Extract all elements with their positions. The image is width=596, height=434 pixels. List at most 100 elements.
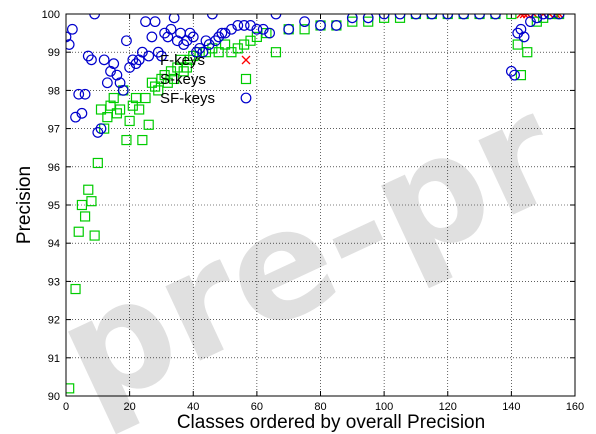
- point-s-keys: [83, 184, 94, 195]
- point-sf-keys: [331, 20, 342, 31]
- y-tick-label: 99: [48, 47, 60, 59]
- y-tick-label: 92: [48, 315, 60, 327]
- point-s-keys: [245, 35, 256, 46]
- point-sf-keys: [525, 16, 536, 28]
- point-f-keys: [519, 14, 529, 19]
- point-s-keys: [165, 66, 177, 77]
- point-sf-keys: [140, 16, 151, 28]
- y-tick-label: 100: [42, 9, 60, 21]
- point-sf-keys: [197, 46, 209, 58]
- point-sf-keys: [184, 27, 196, 39]
- point-sf-keys: [92, 127, 104, 138]
- y-tick-label: 91: [48, 353, 60, 365]
- point-sf-keys: [537, 14, 549, 20]
- point-sf-keys: [257, 23, 269, 35]
- point-sf-keys: [143, 50, 155, 62]
- plot-frame: [65, 13, 576, 397]
- point-sf-keys: [117, 84, 129, 96]
- point-s-keys: [108, 92, 119, 104]
- point-sf-keys: [187, 31, 199, 43]
- point-sf-keys: [66, 39, 75, 50]
- point-sf-keys: [509, 69, 520, 81]
- point-s-keys: [226, 47, 237, 58]
- point-s-keys: [137, 134, 148, 146]
- point-s-keys: [261, 28, 272, 39]
- point-s-keys: [79, 211, 91, 222]
- legend-label-f-keys: F-keys: [160, 52, 205, 69]
- point-s-keys: [270, 47, 282, 58]
- point-sf-keys: [130, 58, 142, 70]
- y-tick-label: 94: [48, 238, 60, 250]
- x-tick-label: 100: [375, 401, 393, 413]
- point-sf-keys: [512, 27, 524, 39]
- x-tick-label: 40: [187, 401, 199, 413]
- point-sf-keys: [210, 35, 221, 47]
- y-tick-label: 90: [48, 391, 60, 403]
- point-s-keys: [181, 62, 192, 73]
- point-sf-keys: [518, 31, 530, 43]
- point-sf-keys: [159, 27, 171, 39]
- x-tick-label: 140: [502, 401, 520, 413]
- point-s-keys: [531, 16, 542, 27]
- watermark: pre-pr: [33, 64, 584, 434]
- x-tick-label: 80: [314, 401, 326, 413]
- point-sf-keys: [362, 14, 374, 24]
- point-s-keys: [114, 104, 126, 115]
- point-sf-keys: [82, 50, 94, 62]
- point-sf-keys: [73, 88, 85, 100]
- point-sf-keys: [442, 14, 454, 20]
- point-s-keys: [86, 196, 97, 207]
- point-sf-keys: [146, 31, 158, 43]
- point-sf-keys: [152, 46, 164, 58]
- x-tick-label: 0: [63, 401, 69, 413]
- point-s-keys: [239, 39, 250, 50]
- point-s-keys: [140, 92, 151, 104]
- point-s-keys: [512, 39, 523, 50]
- point-s-keys: [169, 73, 180, 85]
- point-sf-keys: [165, 23, 177, 35]
- point-s-keys: [188, 50, 199, 62]
- legend-marker-sf-keys: [240, 92, 252, 104]
- point-s-keys: [156, 73, 167, 85]
- point-sf-keys: [378, 14, 390, 20]
- point-s-keys: [299, 24, 310, 35]
- data-points: [66, 14, 565, 394]
- point-sf-keys: [410, 14, 422, 20]
- point-s-keys: [363, 16, 374, 27]
- point-s-keys: [522, 47, 533, 58]
- point-sf-keys: [101, 77, 113, 89]
- point-sf-keys: [219, 27, 231, 39]
- point-sf-keys: [203, 39, 215, 50]
- point-sf-keys: [315, 20, 326, 31]
- point-sf-keys: [505, 65, 517, 77]
- point-sf-keys: [86, 54, 97, 66]
- point-sf-keys: [89, 14, 101, 20]
- x-tick-label: 120: [439, 401, 457, 413]
- point-sf-keys: [79, 88, 91, 100]
- point-sf-keys: [136, 46, 148, 58]
- point-sf-keys: [490, 14, 501, 20]
- point-sf-keys: [178, 39, 190, 50]
- point-sf-keys: [245, 20, 256, 31]
- point-f-keys: [554, 14, 564, 19]
- legend-marker-s-keys: [240, 73, 252, 85]
- point-sf-keys: [346, 14, 358, 24]
- x-tick-label: 60: [251, 401, 263, 413]
- point-s-keys: [124, 115, 135, 127]
- point-sf-keys: [213, 31, 225, 43]
- point-s-keys: [547, 14, 558, 20]
- point-sf-keys: [553, 14, 565, 20]
- point-s-keys: [184, 54, 196, 65]
- point-s-keys: [73, 226, 84, 237]
- point-sf-keys: [238, 20, 250, 31]
- point-sf-keys: [299, 16, 310, 28]
- point-s-keys: [66, 383, 75, 394]
- point-s-keys: [506, 14, 517, 20]
- point-sf-keys: [191, 46, 202, 58]
- point-s-keys: [379, 14, 390, 23]
- point-s-keys: [232, 43, 243, 54]
- point-sf-keys: [264, 27, 276, 39]
- legend: F-keys S-keys SF-keys: [160, 52, 252, 107]
- point-s-keys: [394, 14, 406, 23]
